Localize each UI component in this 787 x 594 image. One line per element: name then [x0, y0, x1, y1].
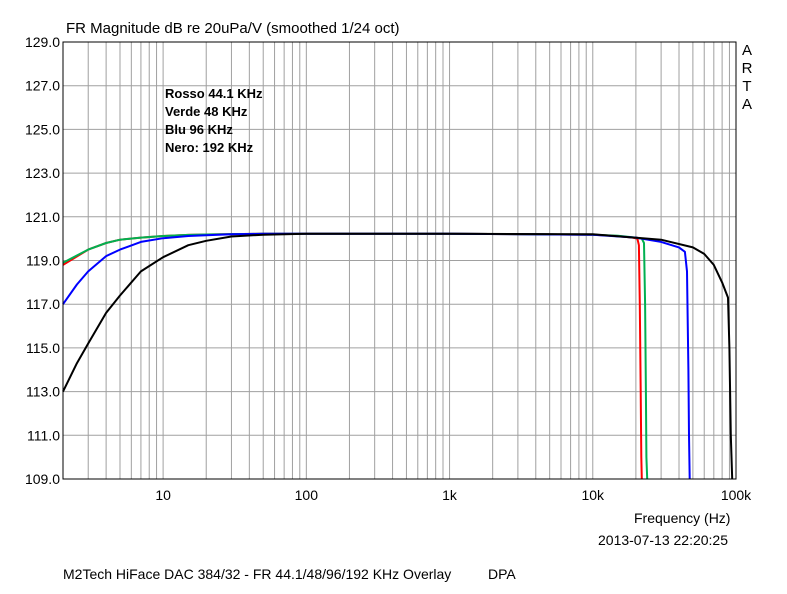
y-tick-label: 113.0	[26, 384, 60, 400]
y-tick-label: 121.0	[25, 209, 60, 225]
legend: Rosso 44.1 KHz Verde 48 KHz Blu 96 KHz N…	[165, 85, 263, 157]
y-tick-label: 109.0	[25, 471, 60, 487]
grid-lines	[63, 42, 736, 479]
footer-caption: M2Tech HiFace DAC 384/32 - FR 44.1/48/96…	[63, 566, 452, 582]
arta-letter: A	[741, 42, 752, 59]
y-axis: 109.0 111.0 113.0 115.0 117.0 119.0 121.0 123.0…	[25, 34, 60, 487]
timestamp: 2013-07-13 22:20:25	[598, 532, 728, 548]
legend-entry: Verde 48 KHz	[165, 104, 248, 119]
arta-letter: R	[741, 60, 753, 77]
arta-letter: T	[742, 78, 752, 95]
x-tick-label: 1k	[442, 487, 458, 503]
arta-letter: A	[741, 96, 752, 113]
y-tick-label: 129.0	[25, 34, 60, 50]
y-tick-label: 111.0	[27, 427, 60, 443]
arta-watermark: A R T A	[740, 42, 754, 114]
legend-entry: Blu 96 KHz	[165, 122, 233, 137]
series-line	[62, 232, 734, 480]
y-tick-label: 115.0	[26, 340, 60, 356]
y-tick-label: 123.0	[25, 165, 60, 181]
y-tick-label: 117.0	[26, 296, 60, 312]
y-tick-label: 127.0	[25, 78, 60, 94]
series-line	[62, 232, 643, 480]
x-axis: 10 100 1k 10k 100k	[155, 487, 752, 503]
footer-author: DPA	[488, 566, 516, 582]
x-axis-label: Frequency (Hz)	[634, 510, 731, 526]
y-tick-label: 125.0	[25, 121, 60, 137]
x-tick-label: 10k	[581, 487, 605, 503]
legend-entry: Rosso 44.1 KHz	[165, 86, 263, 101]
x-tick-label: 100	[295, 487, 319, 503]
chart-title: FR Magnitude dB re 20uPa/V (smoothed 1/2…	[66, 20, 400, 37]
legend-entry: Nero: 192 KHz	[165, 140, 254, 155]
x-tick-label: 10	[155, 487, 171, 503]
y-tick-label: 119.0	[26, 253, 60, 269]
series-line	[62, 232, 649, 480]
series-lines	[62, 232, 734, 480]
plot-frame	[62, 41, 737, 480]
x-tick-label: 100k	[721, 487, 752, 503]
